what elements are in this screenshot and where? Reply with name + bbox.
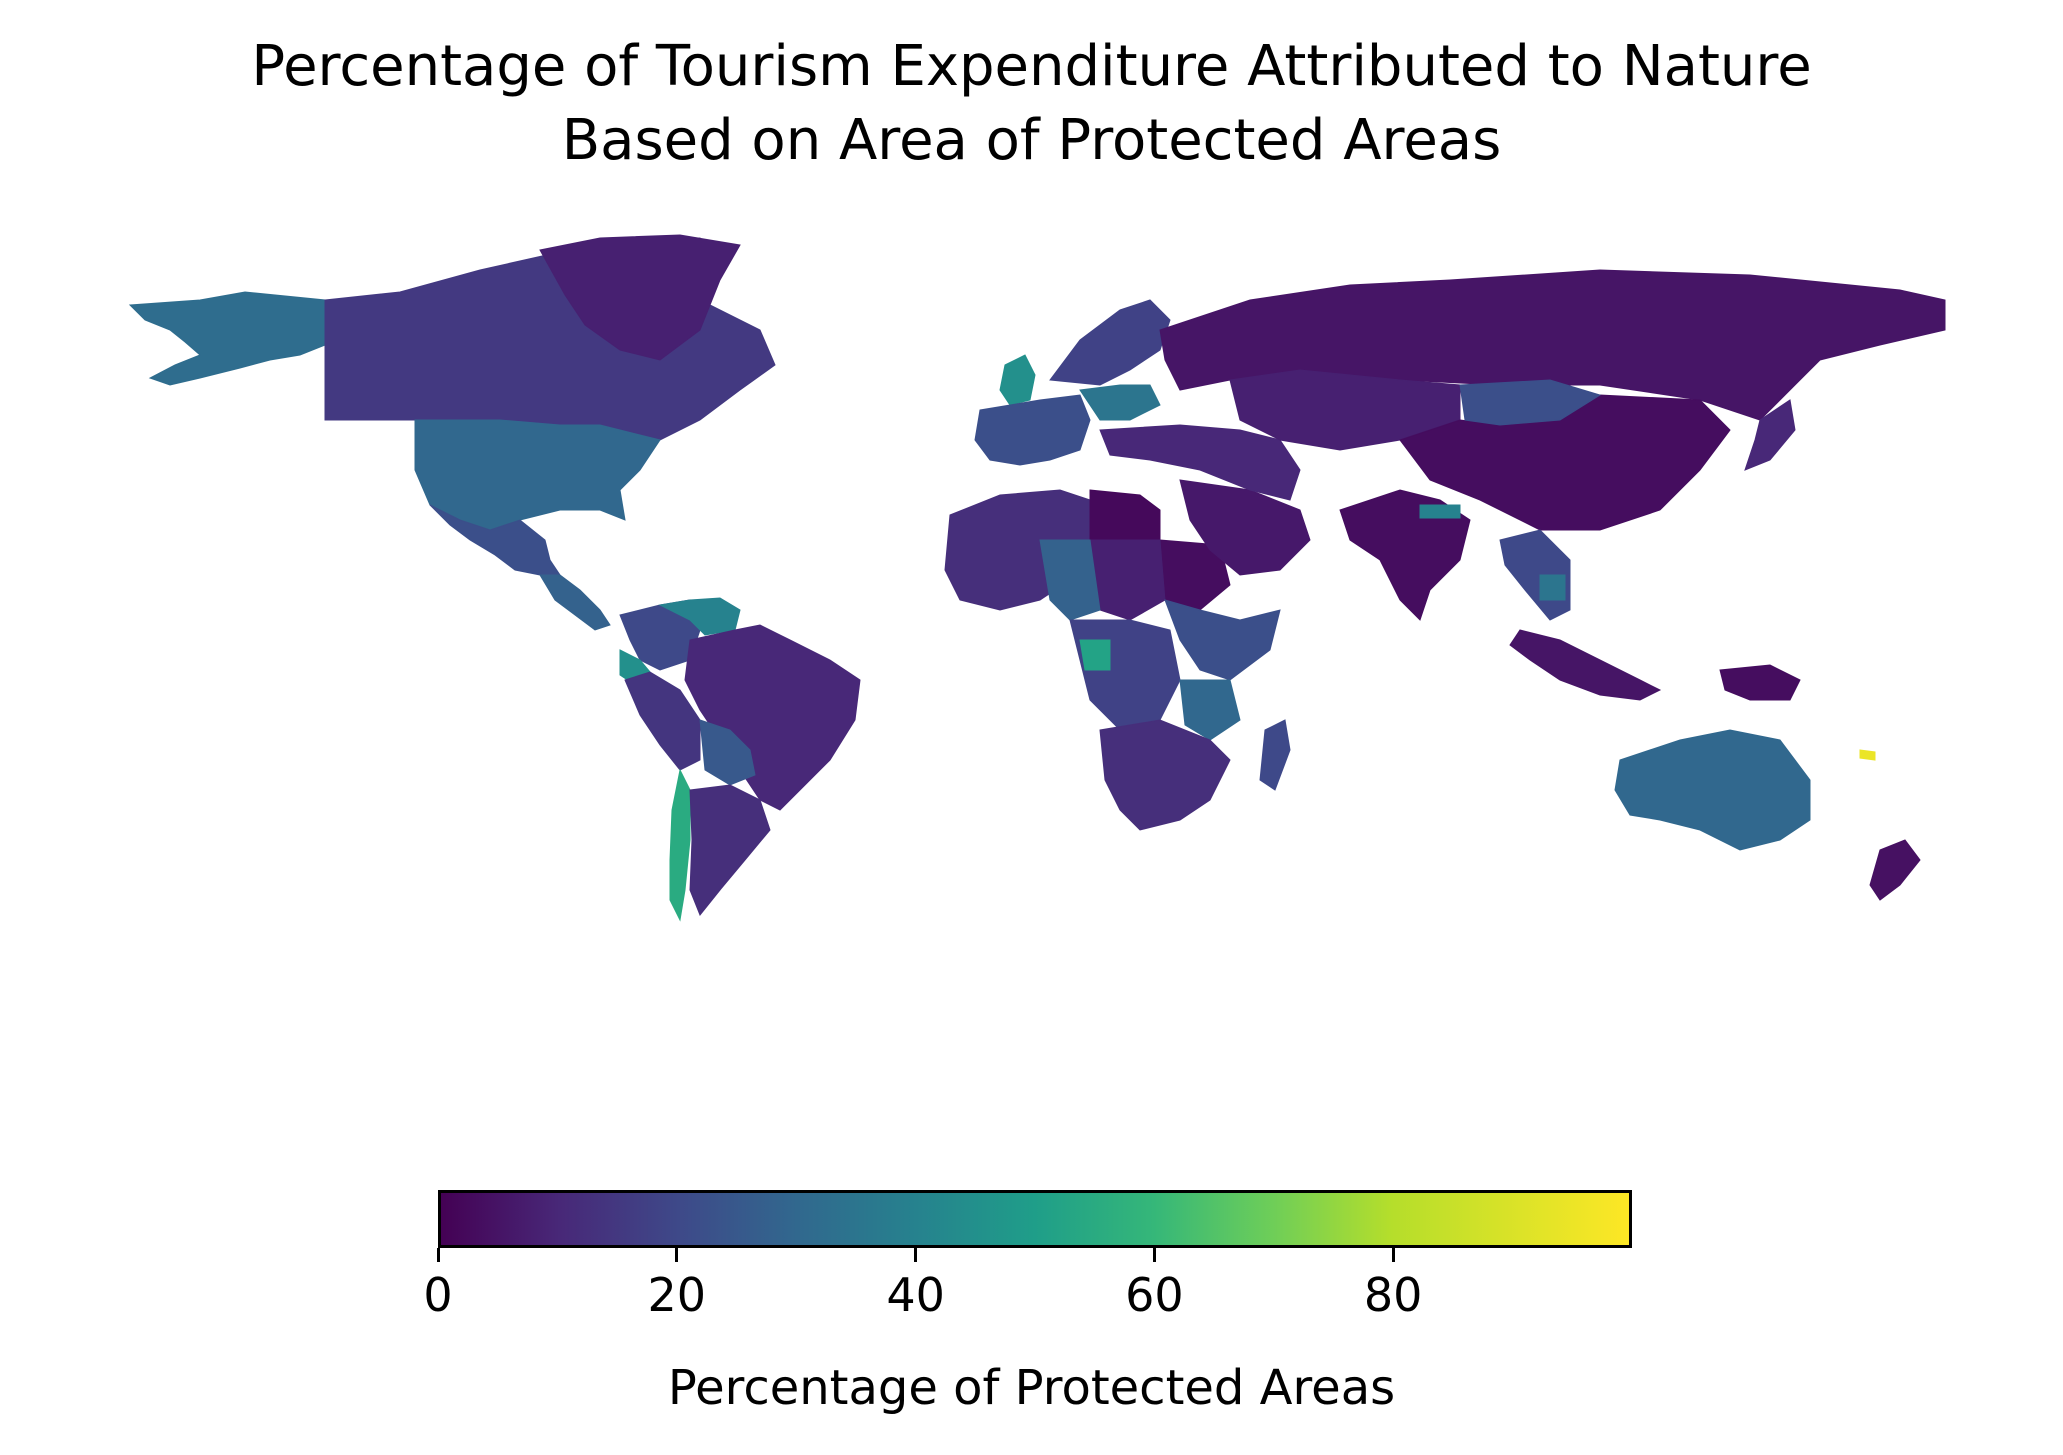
region-libya xyxy=(1089,489,1161,541)
region-tanzania xyxy=(1179,679,1241,741)
region-cambodia xyxy=(1539,574,1566,601)
region-southern-africa xyxy=(1099,719,1231,831)
region-bolivia xyxy=(699,719,756,786)
region-germany xyxy=(1079,384,1161,421)
colorbar-tick-label: 80 xyxy=(1363,1268,1423,1322)
region-brazil xyxy=(684,624,861,811)
region-madagascar xyxy=(1259,719,1291,791)
region-new-caledonia xyxy=(1859,749,1876,761)
colorbar-gradient xyxy=(438,1190,1632,1248)
title-line-1: Percentage of Tourism Expenditure Attrib… xyxy=(251,34,1812,99)
title-line-2: Based on Area of Protected Areas xyxy=(561,108,1502,173)
colorbar-tick-label: 20 xyxy=(647,1268,707,1322)
region-peru xyxy=(624,671,701,771)
region-western-europe xyxy=(974,394,1091,466)
colorbar-tick xyxy=(1152,1248,1156,1262)
colorbar-tick-label: 60 xyxy=(1125,1268,1184,1322)
region-scandinavia xyxy=(1049,299,1171,386)
colorbar-tick xyxy=(436,1248,440,1262)
colorbar-tick xyxy=(1391,1248,1395,1262)
region-united-states xyxy=(414,419,661,531)
region-venezuela xyxy=(658,597,741,636)
region-argentina xyxy=(689,784,771,916)
region-chile xyxy=(669,768,691,922)
region-australia xyxy=(1614,729,1811,851)
colorbar-tick xyxy=(914,1248,918,1262)
region-nepal xyxy=(1419,504,1461,519)
region-east-africa xyxy=(1164,599,1281,681)
region-japan xyxy=(1744,399,1796,471)
colorbar-tick xyxy=(675,1248,679,1262)
region-gabon xyxy=(1079,639,1111,671)
colorbar-label: Percentage of Protected Areas xyxy=(667,1360,1396,1416)
region-alaska xyxy=(128,291,326,386)
region-indonesia xyxy=(1509,629,1662,701)
region-chad xyxy=(1089,539,1166,621)
region-arabia xyxy=(1179,479,1311,576)
region-greenland xyxy=(539,234,741,361)
region-niger xyxy=(1039,539,1101,621)
region-united-kingdom xyxy=(999,354,1036,406)
region-middle-east xyxy=(1099,424,1301,501)
colorbar-tick-label: 40 xyxy=(886,1268,945,1322)
region-central-africa xyxy=(1069,619,1181,731)
region-mongolia xyxy=(1459,379,1602,426)
region-india xyxy=(1339,489,1471,621)
world-choropleth-map xyxy=(128,234,1946,922)
region-new-zealand xyxy=(1869,839,1921,901)
region-papua-new-guinea xyxy=(1719,664,1801,701)
chart-title: Percentage of Tourism Expenditure Attrib… xyxy=(0,30,2063,178)
colorbar-tick-label: 0 xyxy=(423,1268,453,1322)
region-central-america xyxy=(539,574,611,631)
